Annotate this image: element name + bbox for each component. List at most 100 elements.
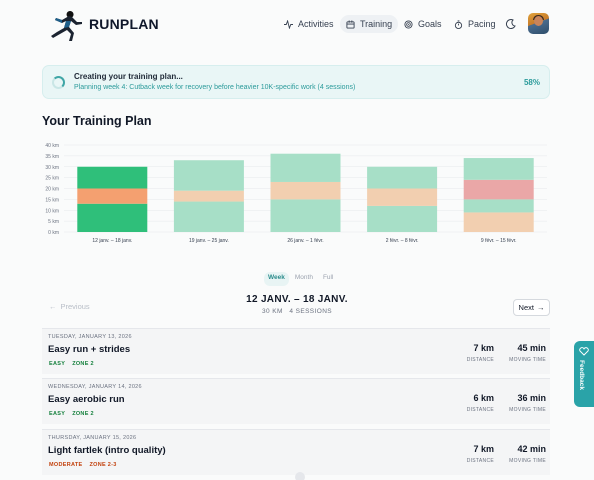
plan-progress-banner: Creating your training plan... Planning … bbox=[42, 65, 550, 99]
session-date: WEDNESDAY, JANUARY 14, 2026 bbox=[48, 384, 142, 390]
y-tick-label: 35 km bbox=[45, 154, 59, 160]
nav-training-label: Training bbox=[360, 19, 393, 29]
session-tags: EASY ZONE 2 bbox=[49, 411, 94, 417]
session-name: Easy run + strides bbox=[48, 344, 131, 355]
next-label: Next bbox=[518, 303, 534, 312]
nav-goals-label: Goals bbox=[418, 19, 442, 29]
weekly-distance-chart: 0 km 5 km 10 km 15 km 20 km 25 km 30 km 35 km 40… bbox=[45, 143, 547, 244]
scroll-indicator-icon[interactable] bbox=[295, 472, 305, 480]
bar-segment[interactable] bbox=[270, 199, 341, 232]
bar-segment[interactable] bbox=[77, 188, 148, 204]
x-tick-label: 12 janv. – 18 janv. bbox=[92, 238, 132, 244]
app-header: RUNPLAN Activities Training Goals Pacing bbox=[0, 0, 594, 50]
session-time: 42 min MOVING TIME bbox=[509, 444, 546, 464]
distance-value: 7 km bbox=[473, 343, 494, 353]
intensity-tag: EASY bbox=[49, 361, 66, 367]
session-date: THURSDAY, JANUARY 15, 2026 bbox=[48, 435, 137, 441]
nav-activities-label: Activities bbox=[298, 19, 334, 29]
stopwatch-icon bbox=[454, 19, 463, 29]
y-tick-label: 20 km bbox=[45, 187, 59, 193]
next-week-button[interactable]: Next → bbox=[513, 299, 550, 316]
nav-pacing[interactable]: Pacing bbox=[448, 15, 502, 33]
distance-value: 6 km bbox=[473, 393, 494, 403]
distance-label: DISTANCE bbox=[466, 357, 494, 363]
time-value: 42 min bbox=[517, 444, 546, 454]
time-value: 36 min bbox=[517, 393, 546, 403]
bar-segment[interactable] bbox=[173, 201, 244, 232]
bar-segment[interactable] bbox=[463, 179, 534, 200]
x-tick-label: 26 janv. – 1 févr. bbox=[287, 238, 323, 244]
session-card[interactable]: THURSDAY, JANUARY 15, 2026 Light fartlek… bbox=[42, 429, 550, 475]
y-tick-label: 30 km bbox=[45, 165, 59, 171]
toggle-full[interactable]: Full bbox=[322, 274, 334, 281]
bar-segment[interactable] bbox=[270, 153, 341, 182]
session-card[interactable]: WEDNESDAY, JANUARY 14, 2026 Easy aerobic… bbox=[42, 378, 550, 424]
bar-segment[interactable] bbox=[77, 166, 148, 189]
bar-segment[interactable] bbox=[463, 199, 534, 213]
session-time: 36 min MOVING TIME bbox=[509, 393, 546, 413]
toggle-week[interactable]: Week bbox=[264, 272, 289, 286]
time-label: MOVING TIME bbox=[509, 458, 546, 464]
week-summary: 30 KM 4 SESSIONS bbox=[261, 308, 333, 315]
intensity-tag: EASY bbox=[49, 411, 66, 417]
page-title: Your Training Plan bbox=[42, 114, 152, 128]
x-tick-label: 9 févr. – 15 févr. bbox=[481, 238, 517, 244]
distance-label: DISTANCE bbox=[466, 458, 494, 464]
bar-segment[interactable] bbox=[173, 160, 244, 191]
runner-logo-icon[interactable] bbox=[46, 8, 86, 42]
time-value: 45 min bbox=[517, 343, 546, 353]
bar-segment[interactable] bbox=[77, 203, 148, 232]
banner-title: Creating your training plan... bbox=[74, 72, 183, 81]
period-toggle: Week Month Full bbox=[264, 272, 337, 286]
bar-segment[interactable] bbox=[367, 188, 438, 206]
bar-segment[interactable] bbox=[463, 212, 534, 232]
heart-icon bbox=[579, 347, 589, 356]
previous-label: Previous bbox=[60, 302, 90, 311]
toggle-month[interactable]: Month bbox=[294, 274, 313, 281]
x-tick-label: 2 févr. – 8 févr. bbox=[386, 238, 419, 244]
session-name: Light fartlek (intro quality) bbox=[48, 445, 166, 456]
nav-activities[interactable]: Activities bbox=[278, 15, 340, 33]
zone-tag: ZONE 2-3 bbox=[89, 462, 117, 468]
distance-label: DISTANCE bbox=[466, 407, 494, 413]
session-time: 45 min MOVING TIME bbox=[509, 343, 546, 363]
session-distance: 6 km DISTANCE bbox=[467, 393, 494, 413]
arrow-left-icon: ← bbox=[49, 302, 57, 311]
session-date: TUESDAY, JANUARY 13, 2026 bbox=[48, 334, 132, 340]
feedback-label: Feedback bbox=[578, 360, 585, 390]
x-tick-label: 19 janv. – 25 janv. bbox=[189, 238, 229, 244]
progress-percent: 58% bbox=[523, 78, 540, 87]
banner-subtitle: Planning week 4: Cutback week for recove… bbox=[74, 84, 356, 91]
bar-segment[interactable] bbox=[367, 166, 438, 189]
user-avatar[interactable] bbox=[528, 13, 549, 34]
y-tick-label: 15 km bbox=[45, 197, 59, 203]
arrow-right-icon: → bbox=[536, 303, 545, 312]
bar-segment[interactable] bbox=[173, 190, 244, 202]
session-card[interactable]: TUESDAY, JANUARY 13, 2026 Easy run + str… bbox=[42, 328, 550, 374]
session-tags: EASY ZONE 2 bbox=[49, 361, 94, 367]
y-tick-label: 0 km bbox=[48, 230, 59, 236]
y-tick-label: 10 km bbox=[45, 208, 59, 214]
nav-training[interactable]: Training bbox=[340, 15, 399, 33]
target-icon bbox=[404, 19, 413, 29]
bar-segment[interactable] bbox=[367, 205, 438, 232]
session-name: Easy aerobic run bbox=[48, 394, 125, 405]
time-label: MOVING TIME bbox=[509, 357, 546, 363]
activity-icon bbox=[284, 19, 293, 29]
bar-segment[interactable] bbox=[270, 181, 341, 200]
moon-icon[interactable] bbox=[505, 18, 517, 30]
zone-tag: ZONE 2 bbox=[72, 411, 94, 417]
time-label: MOVING TIME bbox=[509, 407, 546, 413]
nav-pacing-label: Pacing bbox=[468, 19, 496, 29]
brand-name[interactable]: RUNPLAN bbox=[89, 16, 159, 32]
distance-value: 7 km bbox=[473, 444, 494, 454]
y-tick-label: 5 km bbox=[48, 219, 59, 225]
feedback-tab[interactable]: Feedback bbox=[574, 341, 594, 407]
session-tags: MODERATE ZONE 2-3 bbox=[49, 462, 117, 468]
zone-tag: ZONE 2 bbox=[72, 361, 94, 367]
bar-segment[interactable] bbox=[463, 158, 534, 180]
nav-goals[interactable]: Goals bbox=[398, 15, 448, 33]
session-distance: 7 km DISTANCE bbox=[467, 343, 494, 363]
previous-week-button[interactable]: ← Previous bbox=[49, 302, 90, 311]
week-range: 12 JANV. – 18 JANV. bbox=[246, 294, 348, 305]
